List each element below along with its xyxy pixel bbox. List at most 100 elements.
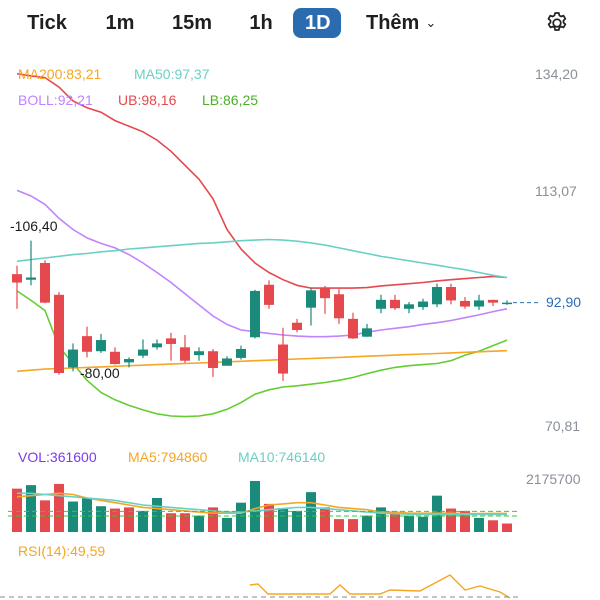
candle-body [432, 287, 442, 305]
candle-body [180, 347, 190, 361]
lb-line [16, 290, 508, 418]
volume-bar [390, 512, 400, 532]
tab-1m[interactable]: 1m [105, 12, 135, 34]
last-price-label: 92,90 [546, 294, 582, 310]
candle-body [376, 299, 386, 309]
axis-label-low: 70,81 [545, 418, 581, 434]
volume-bar [180, 513, 190, 532]
volume-bar [348, 519, 358, 532]
volume-bar [404, 515, 414, 532]
candle-body [222, 358, 232, 366]
ub-line [16, 72, 508, 289]
candle-body [320, 288, 330, 299]
volume-bar [488, 520, 498, 532]
rsi-label: RSI(14):49,59 [18, 543, 106, 559]
candle-body [82, 336, 92, 352]
candle-body [306, 290, 316, 308]
tab-more[interactable]: Thêm ⌄ [366, 8, 456, 38]
candle-body [278, 344, 288, 374]
lb-label: LB:86,25 [202, 92, 259, 108]
volume-bar [152, 498, 162, 532]
volume-bar [446, 508, 456, 532]
ma50-line [16, 238, 508, 279]
volume-bar [460, 510, 470, 532]
vol-ma5-line [16, 492, 507, 515]
ub-label: UB:98,16 [118, 92, 177, 108]
candle-body [292, 322, 302, 331]
candle-body [96, 340, 106, 352]
vol-ma5-label: MA5:794860 [128, 449, 208, 465]
candle-body [250, 290, 260, 338]
gear-icon[interactable] [544, 10, 570, 36]
more-label: Thêm [366, 12, 420, 34]
candle-body [54, 294, 64, 374]
candle-body [488, 299, 498, 303]
volume-bar [208, 507, 218, 532]
volume-bar [194, 515, 204, 532]
candle-body [26, 277, 36, 280]
volume-bar [110, 508, 120, 532]
volume-bar [474, 517, 484, 532]
volume-bar [12, 488, 22, 532]
candle-body [446, 287, 456, 301]
candle-body [124, 359, 134, 363]
ma200-line [16, 349, 508, 373]
tab-15m[interactable]: 15m [171, 12, 213, 34]
volume-bar [54, 483, 64, 532]
volume-bar [376, 507, 386, 532]
tab-1h[interactable]: 1h [249, 12, 273, 34]
candle-body [194, 351, 204, 356]
candle-body [40, 262, 50, 303]
volume-bar [292, 510, 302, 532]
volume-bar [222, 517, 232, 532]
candle-body [236, 348, 246, 358]
ma50-label: MA50:97,37 [134, 66, 210, 82]
volume-bar [320, 507, 330, 532]
volume-bar [418, 516, 428, 532]
candle-body [418, 301, 428, 308]
vol-ma10-label: MA10:746140 [238, 449, 326, 465]
volume-bar [264, 503, 274, 532]
volume-bar [166, 513, 176, 532]
volume-bar [502, 523, 512, 532]
candle-body [138, 349, 148, 356]
low-marker: -80,00 [80, 365, 120, 381]
volume-bar [334, 519, 344, 532]
volume-bar [82, 498, 92, 532]
volume-bar [26, 485, 36, 532]
volume-bar [124, 507, 134, 532]
volume-bar [278, 508, 288, 532]
ma200-label: MA200:83,21 [18, 66, 102, 82]
vol-label: VOL:361600 [18, 449, 97, 465]
timeframe-bar: Tick 1m 15m 1h 1D Thêm ⌄ [0, 0, 600, 46]
axis-label-top: 134,20 [535, 66, 578, 82]
axis-label-mid: 113,07 [535, 183, 577, 199]
volume-bar [362, 515, 372, 532]
candle-body [460, 300, 470, 307]
candle-body [12, 274, 22, 283]
volume-bar [306, 492, 316, 532]
vol-ma10-line [17, 492, 507, 516]
candle-body [152, 343, 162, 348]
vol-axis-top: 2175700 [526, 471, 581, 487]
boll-label: BOLL:92,21 [18, 92, 93, 108]
volume-bar [250, 481, 260, 532]
volume-bar [96, 506, 106, 532]
candle-body [348, 318, 358, 339]
tab-tick[interactable]: Tick [27, 12, 67, 34]
candle-body [68, 349, 78, 368]
rsi-line [249, 574, 511, 599]
candle-body [334, 294, 344, 319]
volume-bar [68, 501, 78, 532]
candle-body [502, 302, 512, 305]
volume-bar [236, 502, 246, 532]
candle-body [110, 351, 120, 365]
high-marker: -106,40 [10, 218, 58, 234]
candle-body [166, 338, 176, 344]
candle-body [474, 300, 484, 307]
candle-body [264, 284, 274, 305]
candle-body [390, 299, 400, 309]
candle-body [362, 328, 372, 337]
tab-1d[interactable]: 1D [293, 8, 341, 38]
